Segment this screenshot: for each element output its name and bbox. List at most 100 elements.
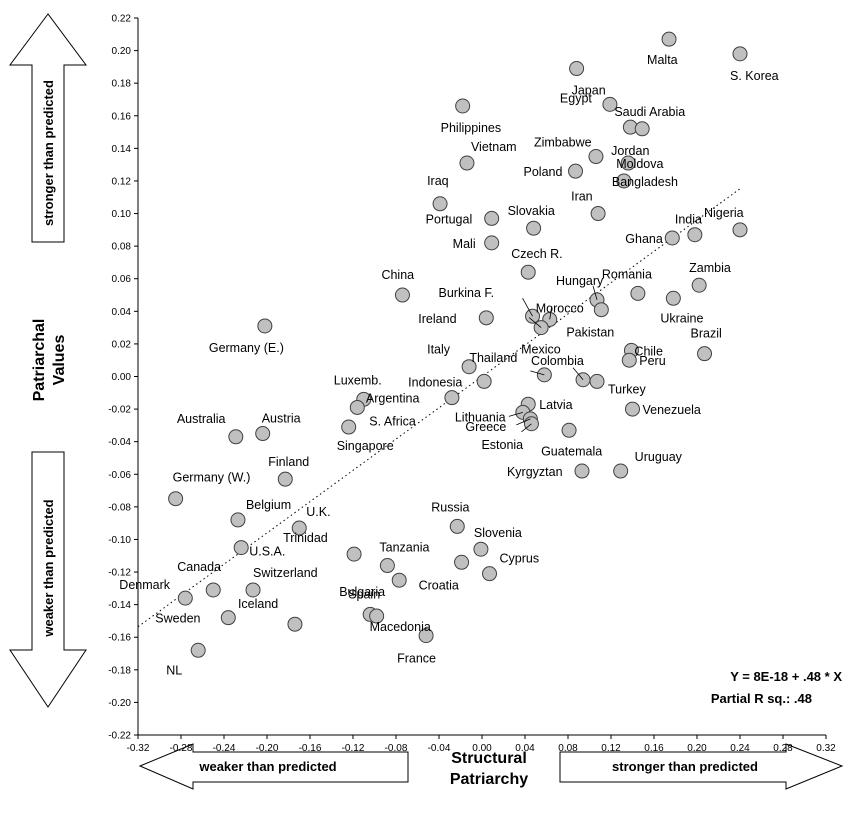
y-axis-title-line1: Patriarchal	[31, 319, 48, 402]
point-label: India	[675, 213, 702, 227]
data-point	[590, 206, 606, 222]
y-tick-label: -0.02	[108, 405, 131, 416]
data-point	[520, 264, 536, 280]
leader-line	[508, 411, 523, 417]
data-point	[630, 285, 646, 301]
x-axis-title-line2: Patriarchy	[450, 771, 528, 788]
y-tick-label: 0.22	[112, 14, 132, 25]
data-point	[593, 302, 609, 318]
leader-line	[522, 298, 533, 317]
y-axis-ticks: 0.22 0.20 0.18 0.16 0.14 0.12 0.10 0.08 0.06 0.04…	[108, 14, 138, 742]
data-point	[732, 222, 748, 238]
y-tick-label: -0.16	[108, 633, 131, 644]
data-point	[255, 426, 271, 442]
data-point	[625, 401, 640, 417]
y-tick-label: 0.02	[112, 339, 132, 350]
data-point	[379, 558, 395, 574]
point-label: Iraq	[427, 174, 449, 188]
data-point	[473, 541, 489, 557]
data-point	[341, 419, 357, 435]
point-label: Kyrgyztan	[507, 465, 563, 479]
x-arrow-right-label: stronger than predicted	[612, 759, 758, 774]
y-tick-label: 0.12	[112, 176, 132, 187]
point-label: Morocco	[536, 301, 584, 315]
point-label: Vietnam	[471, 140, 517, 154]
point-label: U.K.	[306, 505, 330, 519]
data-point	[287, 616, 303, 632]
point-label: Trinidad	[283, 531, 328, 545]
data-point	[484, 235, 500, 251]
point-label: Uruguay	[635, 450, 683, 464]
point-label: Cyprus	[500, 552, 540, 566]
data-point	[634, 121, 650, 137]
data-point	[589, 373, 605, 389]
data-point	[478, 310, 494, 326]
point-label: Hungary	[556, 274, 604, 288]
point-label: Italy	[427, 343, 451, 357]
point-label: Greece	[465, 420, 506, 434]
x-tick-label: 0.08	[558, 743, 578, 754]
y-tick-label: 0.06	[112, 274, 132, 285]
point-label: Lithuania	[455, 410, 506, 424]
point-label: Bulgaria	[339, 585, 385, 599]
point-label: Macedonia	[370, 620, 431, 634]
point-label: Brazil	[691, 327, 722, 341]
point-label: Ireland	[418, 312, 456, 326]
point-label: Singapore	[337, 439, 394, 453]
point-label: Colombia	[531, 354, 584, 368]
data-point	[190, 642, 206, 658]
data-point	[602, 96, 618, 112]
point-label: Tanzania	[379, 541, 429, 555]
point-label: S. Africa	[369, 414, 416, 428]
data-point	[449, 518, 465, 534]
x-tick-label: -0.16	[299, 743, 322, 754]
x-tick-label: -0.08	[385, 743, 408, 754]
x-tick-label: -0.24	[213, 743, 236, 754]
point-label: Mexico	[521, 343, 561, 357]
y-tick-label: -0.10	[108, 535, 131, 546]
x-tick-label: -0.04	[428, 743, 451, 754]
data-point	[661, 31, 677, 47]
x-axis-ticks: -0.32 -0.28 -0.24 -0.20 -0.16 -0.12 -0.08 -0.04…	[127, 735, 836, 754]
point-label: Switzerland	[253, 566, 318, 580]
x-tick-label: -0.32	[127, 743, 150, 754]
data-point	[205, 582, 221, 598]
point-label: Australia	[177, 412, 226, 426]
point-label: Austria	[262, 412, 301, 426]
data-point	[277, 471, 293, 487]
x-arrow-left: weaker than predicted	[138, 743, 409, 790]
point-label: Ukraine	[660, 311, 703, 325]
data-point	[168, 491, 184, 507]
y-arrow-top: stronger than predicted	[9, 13, 87, 243]
point-label: Nigeria	[704, 206, 744, 220]
leader-line	[549, 306, 553, 320]
point-label: Slovenia	[474, 526, 522, 540]
point-label: Germany (W.)	[173, 471, 251, 485]
point-label: Philippines	[441, 121, 501, 135]
point-label: Latvia	[539, 398, 572, 412]
y-tick-label: -0.20	[108, 698, 131, 709]
point-label: Zambia	[689, 261, 731, 275]
data-point	[230, 512, 246, 528]
data-point	[257, 318, 273, 334]
x-tick-label: 0.04	[515, 743, 535, 754]
data-point	[526, 220, 542, 236]
point-label: Germany (E.)	[209, 341, 284, 355]
data-point	[454, 554, 470, 570]
point-label: Czech R.	[511, 247, 562, 261]
data-point	[732, 46, 748, 62]
point-label: Bangladesh	[612, 175, 678, 189]
y-tick-label: 0.20	[112, 46, 132, 57]
y-tick-label: -0.08	[108, 502, 131, 513]
point-label: Romania	[602, 267, 652, 281]
leader-line	[572, 367, 584, 381]
x-tick-label: -0.12	[342, 743, 365, 754]
y-arrow-bottom-label: weaker than predicted	[41, 499, 56, 637]
y-tick-label: 0.04	[112, 307, 132, 318]
data-point	[459, 155, 475, 171]
x-arrow-left-label: weaker than predicted	[198, 759, 336, 774]
data-point	[349, 399, 365, 415]
point-label: Finland	[268, 455, 309, 469]
data-point	[616, 173, 632, 189]
